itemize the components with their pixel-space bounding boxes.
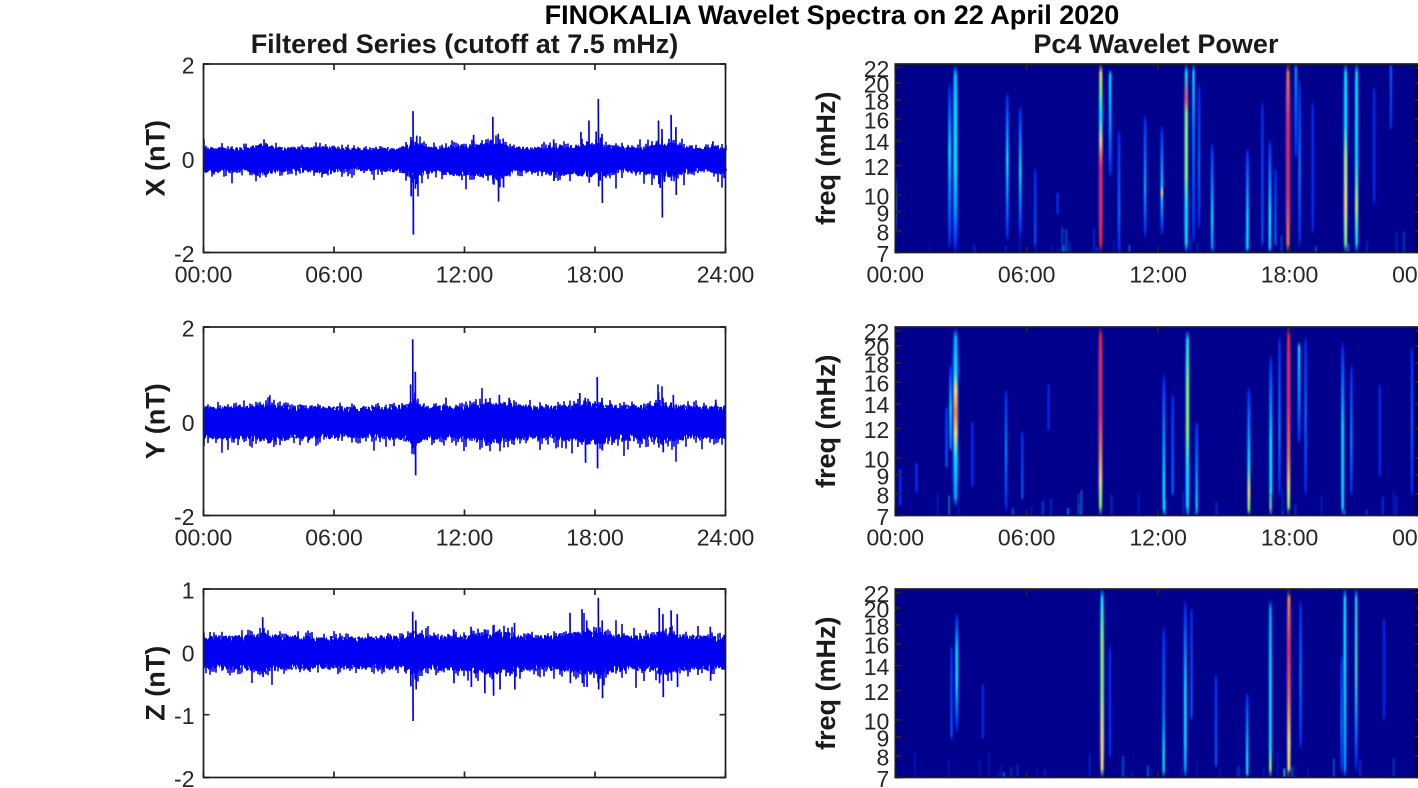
svg-text:12:00: 12:00 <box>1129 525 1187 551</box>
svg-text:22: 22 <box>864 581 890 607</box>
svg-text:16: 16 <box>864 371 890 397</box>
svg-text:24:00: 24:00 <box>697 525 755 551</box>
svg-text:10: 10 <box>864 183 890 209</box>
svg-text:06:00: 06:00 <box>998 525 1056 551</box>
svg-text:7: 7 <box>877 766 890 788</box>
svg-text:12:00: 12:00 <box>436 525 494 551</box>
svg-text:1: 1 <box>182 578 195 604</box>
svg-text:0: 0 <box>182 640 195 666</box>
svg-text:00:00: 00:00 <box>175 525 233 551</box>
svg-text:9: 9 <box>877 200 890 226</box>
svg-text:Z (nT): Z (nT) <box>140 646 170 721</box>
svg-text:18:00: 18:00 <box>566 525 624 551</box>
svg-text:12:00: 12:00 <box>1129 787 1187 788</box>
svg-text:18: 18 <box>864 352 890 378</box>
svg-text:14: 14 <box>864 392 890 418</box>
svg-text:freq (mHz): freq (mHz) <box>811 355 841 489</box>
svg-text:-1: -1 <box>174 703 194 729</box>
svg-text:7: 7 <box>877 504 890 530</box>
svg-text:-2: -2 <box>174 766 194 788</box>
svg-text:00:00: 00:00 <box>1392 262 1418 288</box>
svg-text:0: 0 <box>182 147 195 173</box>
svg-text:00:00: 00:00 <box>867 787 925 788</box>
svg-text:18:00: 18:00 <box>1261 787 1319 788</box>
svg-text:24:00: 24:00 <box>697 262 755 288</box>
svg-text:06:00: 06:00 <box>998 787 1056 788</box>
svg-text:12: 12 <box>864 679 890 705</box>
svg-text:9: 9 <box>877 725 890 751</box>
svg-text:18:00: 18:00 <box>566 787 624 788</box>
svg-text:12: 12 <box>864 417 890 443</box>
svg-text:18:00: 18:00 <box>1261 262 1319 288</box>
svg-text:14: 14 <box>864 654 890 680</box>
svg-text:7: 7 <box>877 241 890 267</box>
svg-text:9: 9 <box>877 463 890 489</box>
svg-text:00:00: 00:00 <box>175 262 233 288</box>
svg-text:10: 10 <box>864 446 890 472</box>
svg-text:18: 18 <box>864 89 890 115</box>
svg-text:12:00: 12:00 <box>436 787 494 788</box>
svg-text:06:00: 06:00 <box>305 787 363 788</box>
svg-text:06:00: 06:00 <box>305 262 363 288</box>
svg-text:00:00: 00:00 <box>867 525 925 551</box>
svg-text:06:00: 06:00 <box>305 525 363 551</box>
svg-text:00:00: 00:00 <box>1392 787 1418 788</box>
svg-text:18: 18 <box>864 614 890 640</box>
svg-text:20: 20 <box>864 72 890 98</box>
svg-text:16: 16 <box>864 633 890 659</box>
svg-text:14: 14 <box>864 129 890 155</box>
svg-text:12:00: 12:00 <box>436 262 494 288</box>
svg-text:18:00: 18:00 <box>1261 525 1319 551</box>
svg-text:16: 16 <box>864 108 890 134</box>
svg-text:Filtered Series (cutoff at 7.5: Filtered Series (cutoff at 7.5 mHz) <box>251 29 679 59</box>
svg-text:X (nT): X (nT) <box>140 120 170 196</box>
svg-text:12: 12 <box>864 154 890 180</box>
svg-text:00:00: 00:00 <box>175 787 233 788</box>
svg-text:00:00: 00:00 <box>867 262 925 288</box>
svg-text:-2: -2 <box>174 504 194 530</box>
svg-text:0: 0 <box>182 410 195 436</box>
svg-text:20: 20 <box>864 597 890 623</box>
svg-text:2: 2 <box>182 53 195 79</box>
svg-text:8: 8 <box>877 219 890 245</box>
svg-text:18:00: 18:00 <box>566 262 624 288</box>
svg-text:Pc4 Wavelet Power: Pc4 Wavelet Power <box>1033 29 1279 59</box>
svg-text:freq (mHz): freq (mHz) <box>811 617 841 751</box>
svg-text:20: 20 <box>864 335 890 361</box>
svg-text:-2: -2 <box>174 241 194 267</box>
svg-text:24:00: 24:00 <box>697 787 755 788</box>
svg-text:12:00: 12:00 <box>1129 262 1187 288</box>
svg-text:8: 8 <box>877 744 890 770</box>
svg-text:2: 2 <box>182 316 195 342</box>
svg-text:00:00: 00:00 <box>1392 525 1418 551</box>
svg-text:freq (mHz): freq (mHz) <box>811 92 841 226</box>
svg-text:10: 10 <box>864 708 890 734</box>
svg-text:8: 8 <box>877 482 890 508</box>
svg-text:22: 22 <box>864 319 890 345</box>
svg-text:FINOKALIA Wavelet Spectra on 2: FINOKALIA Wavelet Spectra on 22 April 20… <box>545 0 1120 30</box>
svg-text:22: 22 <box>864 56 890 82</box>
svg-text:Y (nT): Y (nT) <box>140 383 170 459</box>
svg-text:06:00: 06:00 <box>998 262 1056 288</box>
